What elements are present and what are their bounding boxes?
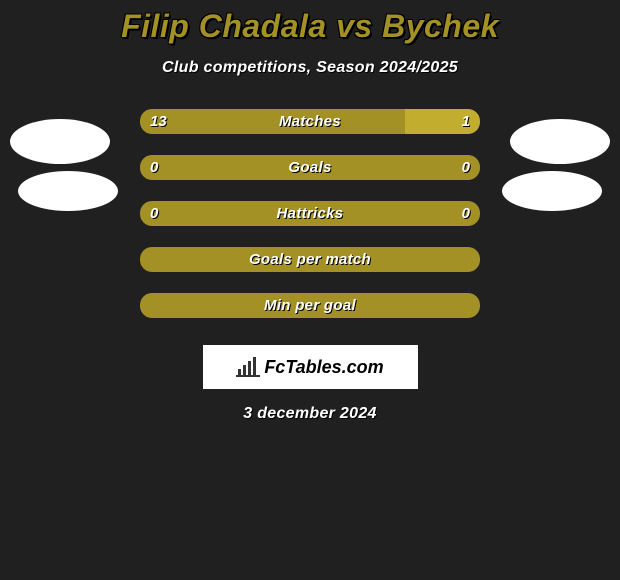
stat-left-value <box>140 247 310 272</box>
stat-right-value: 1 <box>405 109 480 134</box>
subtitle: Club competitions, Season 2024/2025 <box>0 59 620 77</box>
player2-avatar-top <box>510 119 610 164</box>
player1-avatar-top <box>10 119 110 164</box>
stat-bars: 131Matches 00Goals 00Hattricks Goals per ma… <box>140 109 480 339</box>
stat-row-goals: 00Goals <box>140 155 480 180</box>
chart-icon <box>236 357 260 377</box>
stat-right-value: 0 <box>310 155 480 180</box>
stat-left-value: 0 <box>140 201 310 226</box>
stat-row-min-per-goal: Min per goal <box>140 293 480 318</box>
stat-row-matches: 131Matches <box>140 109 480 134</box>
player1-avatar-bottom <box>18 171 118 211</box>
stat-right-value <box>310 293 480 318</box>
logo-text: FcTables.com <box>264 357 383 378</box>
stat-left-value: 13 <box>140 109 405 134</box>
page-title: Filip Chadala vs Bychek <box>0 0 620 45</box>
comparison-area: 131Matches 00Goals 00Hattricks Goals per ma… <box>0 109 620 349</box>
stat-right-value: 0 <box>310 201 480 226</box>
date-text: 3 december 2024 <box>0 405 620 423</box>
player2-avatar-bottom <box>502 171 602 211</box>
stat-right-value <box>310 247 480 272</box>
stat-row-goals-per-match: Goals per match <box>140 247 480 272</box>
stat-row-hattricks: 00Hattricks <box>140 201 480 226</box>
stat-left-value: 0 <box>140 155 310 180</box>
site-logo[interactable]: FcTables.com <box>203 345 418 389</box>
stat-left-value <box>140 293 310 318</box>
